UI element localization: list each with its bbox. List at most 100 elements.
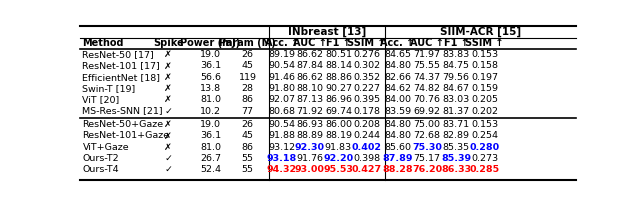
Text: 71.97: 71.97 bbox=[413, 50, 441, 59]
Text: 0.398: 0.398 bbox=[353, 154, 380, 163]
Text: 119: 119 bbox=[239, 73, 257, 82]
Text: 88.10: 88.10 bbox=[296, 84, 323, 93]
Text: 0.395: 0.395 bbox=[353, 95, 380, 104]
Text: 0.208: 0.208 bbox=[353, 120, 380, 129]
Text: 91.46: 91.46 bbox=[268, 73, 296, 82]
Text: ✗: ✗ bbox=[164, 50, 172, 59]
Text: 0.244: 0.244 bbox=[353, 131, 380, 140]
Text: 70.76: 70.76 bbox=[413, 95, 441, 104]
Text: 86: 86 bbox=[242, 95, 253, 104]
Text: 89.19: 89.19 bbox=[268, 50, 296, 59]
Text: 45: 45 bbox=[242, 61, 253, 70]
Text: ViT+Gaze: ViT+Gaze bbox=[83, 143, 129, 152]
Text: 45: 45 bbox=[242, 131, 253, 140]
Text: 93.12: 93.12 bbox=[268, 143, 296, 152]
Text: 75.55: 75.55 bbox=[413, 61, 441, 70]
Text: 28: 28 bbox=[242, 84, 253, 93]
Text: ✗: ✗ bbox=[164, 95, 172, 104]
Text: 90.54: 90.54 bbox=[268, 120, 296, 129]
Text: 13.8: 13.8 bbox=[200, 84, 221, 93]
Text: 93.00: 93.00 bbox=[294, 165, 324, 174]
Text: 91.83: 91.83 bbox=[325, 143, 352, 152]
Text: 0.178: 0.178 bbox=[353, 107, 380, 116]
Text: 75.17: 75.17 bbox=[413, 154, 441, 163]
Text: Power (mJ): Power (mJ) bbox=[180, 38, 241, 48]
Text: Ours-T4: Ours-T4 bbox=[83, 165, 119, 174]
Text: 90.54: 90.54 bbox=[268, 61, 296, 70]
Text: Method: Method bbox=[83, 38, 124, 48]
Text: 87.84: 87.84 bbox=[296, 61, 323, 70]
Text: 81.37: 81.37 bbox=[442, 107, 470, 116]
Text: 69.92: 69.92 bbox=[413, 107, 441, 116]
Text: 72.68: 72.68 bbox=[413, 131, 441, 140]
Text: MS-Res-SNN [21]: MS-Res-SNN [21] bbox=[83, 107, 163, 116]
Text: 0.302: 0.302 bbox=[353, 61, 380, 70]
Text: 36.1: 36.1 bbox=[200, 131, 221, 140]
Text: Ours-T2: Ours-T2 bbox=[83, 154, 119, 163]
Text: ResNet-50+Gaze: ResNet-50+Gaze bbox=[83, 120, 164, 129]
Text: 74.37: 74.37 bbox=[413, 73, 441, 82]
Text: 84.80: 84.80 bbox=[384, 120, 411, 129]
Text: SSIM ↑: SSIM ↑ bbox=[465, 38, 504, 48]
Text: 88.89: 88.89 bbox=[296, 131, 323, 140]
Text: 91.88: 91.88 bbox=[268, 131, 296, 140]
Text: 87.89: 87.89 bbox=[382, 154, 413, 163]
Text: 88.86: 88.86 bbox=[325, 73, 352, 82]
Text: 0.285: 0.285 bbox=[470, 165, 500, 174]
Text: EfficientNet [18]: EfficientNet [18] bbox=[83, 73, 161, 82]
Text: Param (M): Param (M) bbox=[220, 38, 276, 48]
Text: 84.80: 84.80 bbox=[384, 61, 411, 70]
Text: ✗: ✗ bbox=[164, 143, 172, 152]
Text: SIIM-ACR [15]: SIIM-ACR [15] bbox=[440, 27, 521, 37]
Text: 0.227: 0.227 bbox=[353, 84, 380, 93]
Text: 84.62: 84.62 bbox=[384, 84, 411, 93]
Text: 86: 86 bbox=[242, 143, 253, 152]
Text: 36.1: 36.1 bbox=[200, 61, 221, 70]
Text: 94.32: 94.32 bbox=[267, 165, 297, 174]
Text: 0.202: 0.202 bbox=[471, 107, 498, 116]
Text: 85.35: 85.35 bbox=[442, 143, 470, 152]
Text: 87.13: 87.13 bbox=[296, 95, 323, 104]
Text: INbreast [13]: INbreast [13] bbox=[288, 27, 366, 37]
Text: 85.39: 85.39 bbox=[441, 154, 471, 163]
Text: 92.30: 92.30 bbox=[294, 143, 324, 152]
Text: ✓: ✓ bbox=[164, 154, 172, 163]
Text: 19.0: 19.0 bbox=[200, 120, 221, 129]
Text: 82.89: 82.89 bbox=[442, 131, 470, 140]
Text: 88.14: 88.14 bbox=[325, 61, 352, 70]
Text: 0.159: 0.159 bbox=[471, 84, 498, 93]
Text: 86.62: 86.62 bbox=[296, 73, 323, 82]
Text: F1 ↑: F1 ↑ bbox=[326, 38, 351, 48]
Text: 85.60: 85.60 bbox=[384, 143, 411, 152]
Text: 56.6: 56.6 bbox=[200, 73, 221, 82]
Text: 55: 55 bbox=[242, 165, 253, 174]
Text: 88.19: 88.19 bbox=[325, 131, 352, 140]
Text: 86.62: 86.62 bbox=[296, 50, 323, 59]
Text: 84.75: 84.75 bbox=[442, 61, 470, 70]
Text: 0.352: 0.352 bbox=[353, 73, 380, 82]
Text: 75.30: 75.30 bbox=[412, 143, 442, 152]
Text: 71.92: 71.92 bbox=[296, 107, 323, 116]
Text: 81.0: 81.0 bbox=[200, 143, 221, 152]
Text: 84.80: 84.80 bbox=[384, 131, 411, 140]
Text: 26: 26 bbox=[242, 120, 253, 129]
Text: 0.197: 0.197 bbox=[471, 73, 498, 82]
Text: 80.51: 80.51 bbox=[325, 50, 352, 59]
Text: 69.74: 69.74 bbox=[325, 107, 352, 116]
Text: 80.68: 80.68 bbox=[268, 107, 296, 116]
Text: SSIM ↑: SSIM ↑ bbox=[348, 38, 386, 48]
Text: Acc. ↑: Acc. ↑ bbox=[380, 38, 415, 48]
Text: 0.427: 0.427 bbox=[351, 165, 381, 174]
Text: 91.76: 91.76 bbox=[296, 154, 323, 163]
Text: Spike: Spike bbox=[153, 38, 184, 48]
Text: 0.153: 0.153 bbox=[471, 50, 499, 59]
Text: 84.67: 84.67 bbox=[442, 84, 470, 93]
Text: 91.80: 91.80 bbox=[268, 84, 296, 93]
Text: 83.59: 83.59 bbox=[384, 107, 411, 116]
Text: 0.254: 0.254 bbox=[471, 131, 498, 140]
Text: ViT [20]: ViT [20] bbox=[83, 95, 120, 104]
Text: ✗: ✗ bbox=[164, 84, 172, 93]
Text: ✓: ✓ bbox=[164, 107, 172, 116]
Text: ResNet-101+Gaze: ResNet-101+Gaze bbox=[83, 131, 170, 140]
Text: ✗: ✗ bbox=[164, 131, 172, 140]
